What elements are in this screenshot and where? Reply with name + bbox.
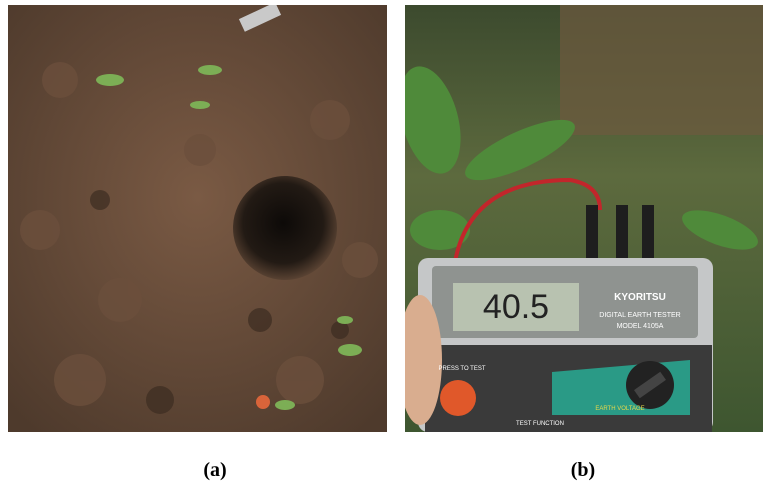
lcd-reading: 40.5 — [483, 288, 549, 326]
button-label: PRESS TO TEST — [438, 366, 485, 372]
caption: (a) — [203, 459, 226, 481]
brand: KYORITSU — [614, 292, 666, 303]
function-label: TEST FUNCTION — [516, 421, 564, 427]
photo-earth-tester: 40.5 KYORITSU DIGITAL EARTH TESTER MODEL… — [389, 5, 763, 432]
device-model: MODEL 4105A — [617, 323, 664, 330]
photo-soil-hole — [8, 2, 387, 432]
mode-label: EARTH VOLTAGE — [595, 406, 644, 412]
figure: 40.5 KYORITSU DIGITAL EARTH TESTER MODEL… — [0, 0, 766, 491]
caption: (b) — [571, 459, 595, 481]
device-name: DIGITAL EARTH TESTER — [599, 312, 680, 319]
